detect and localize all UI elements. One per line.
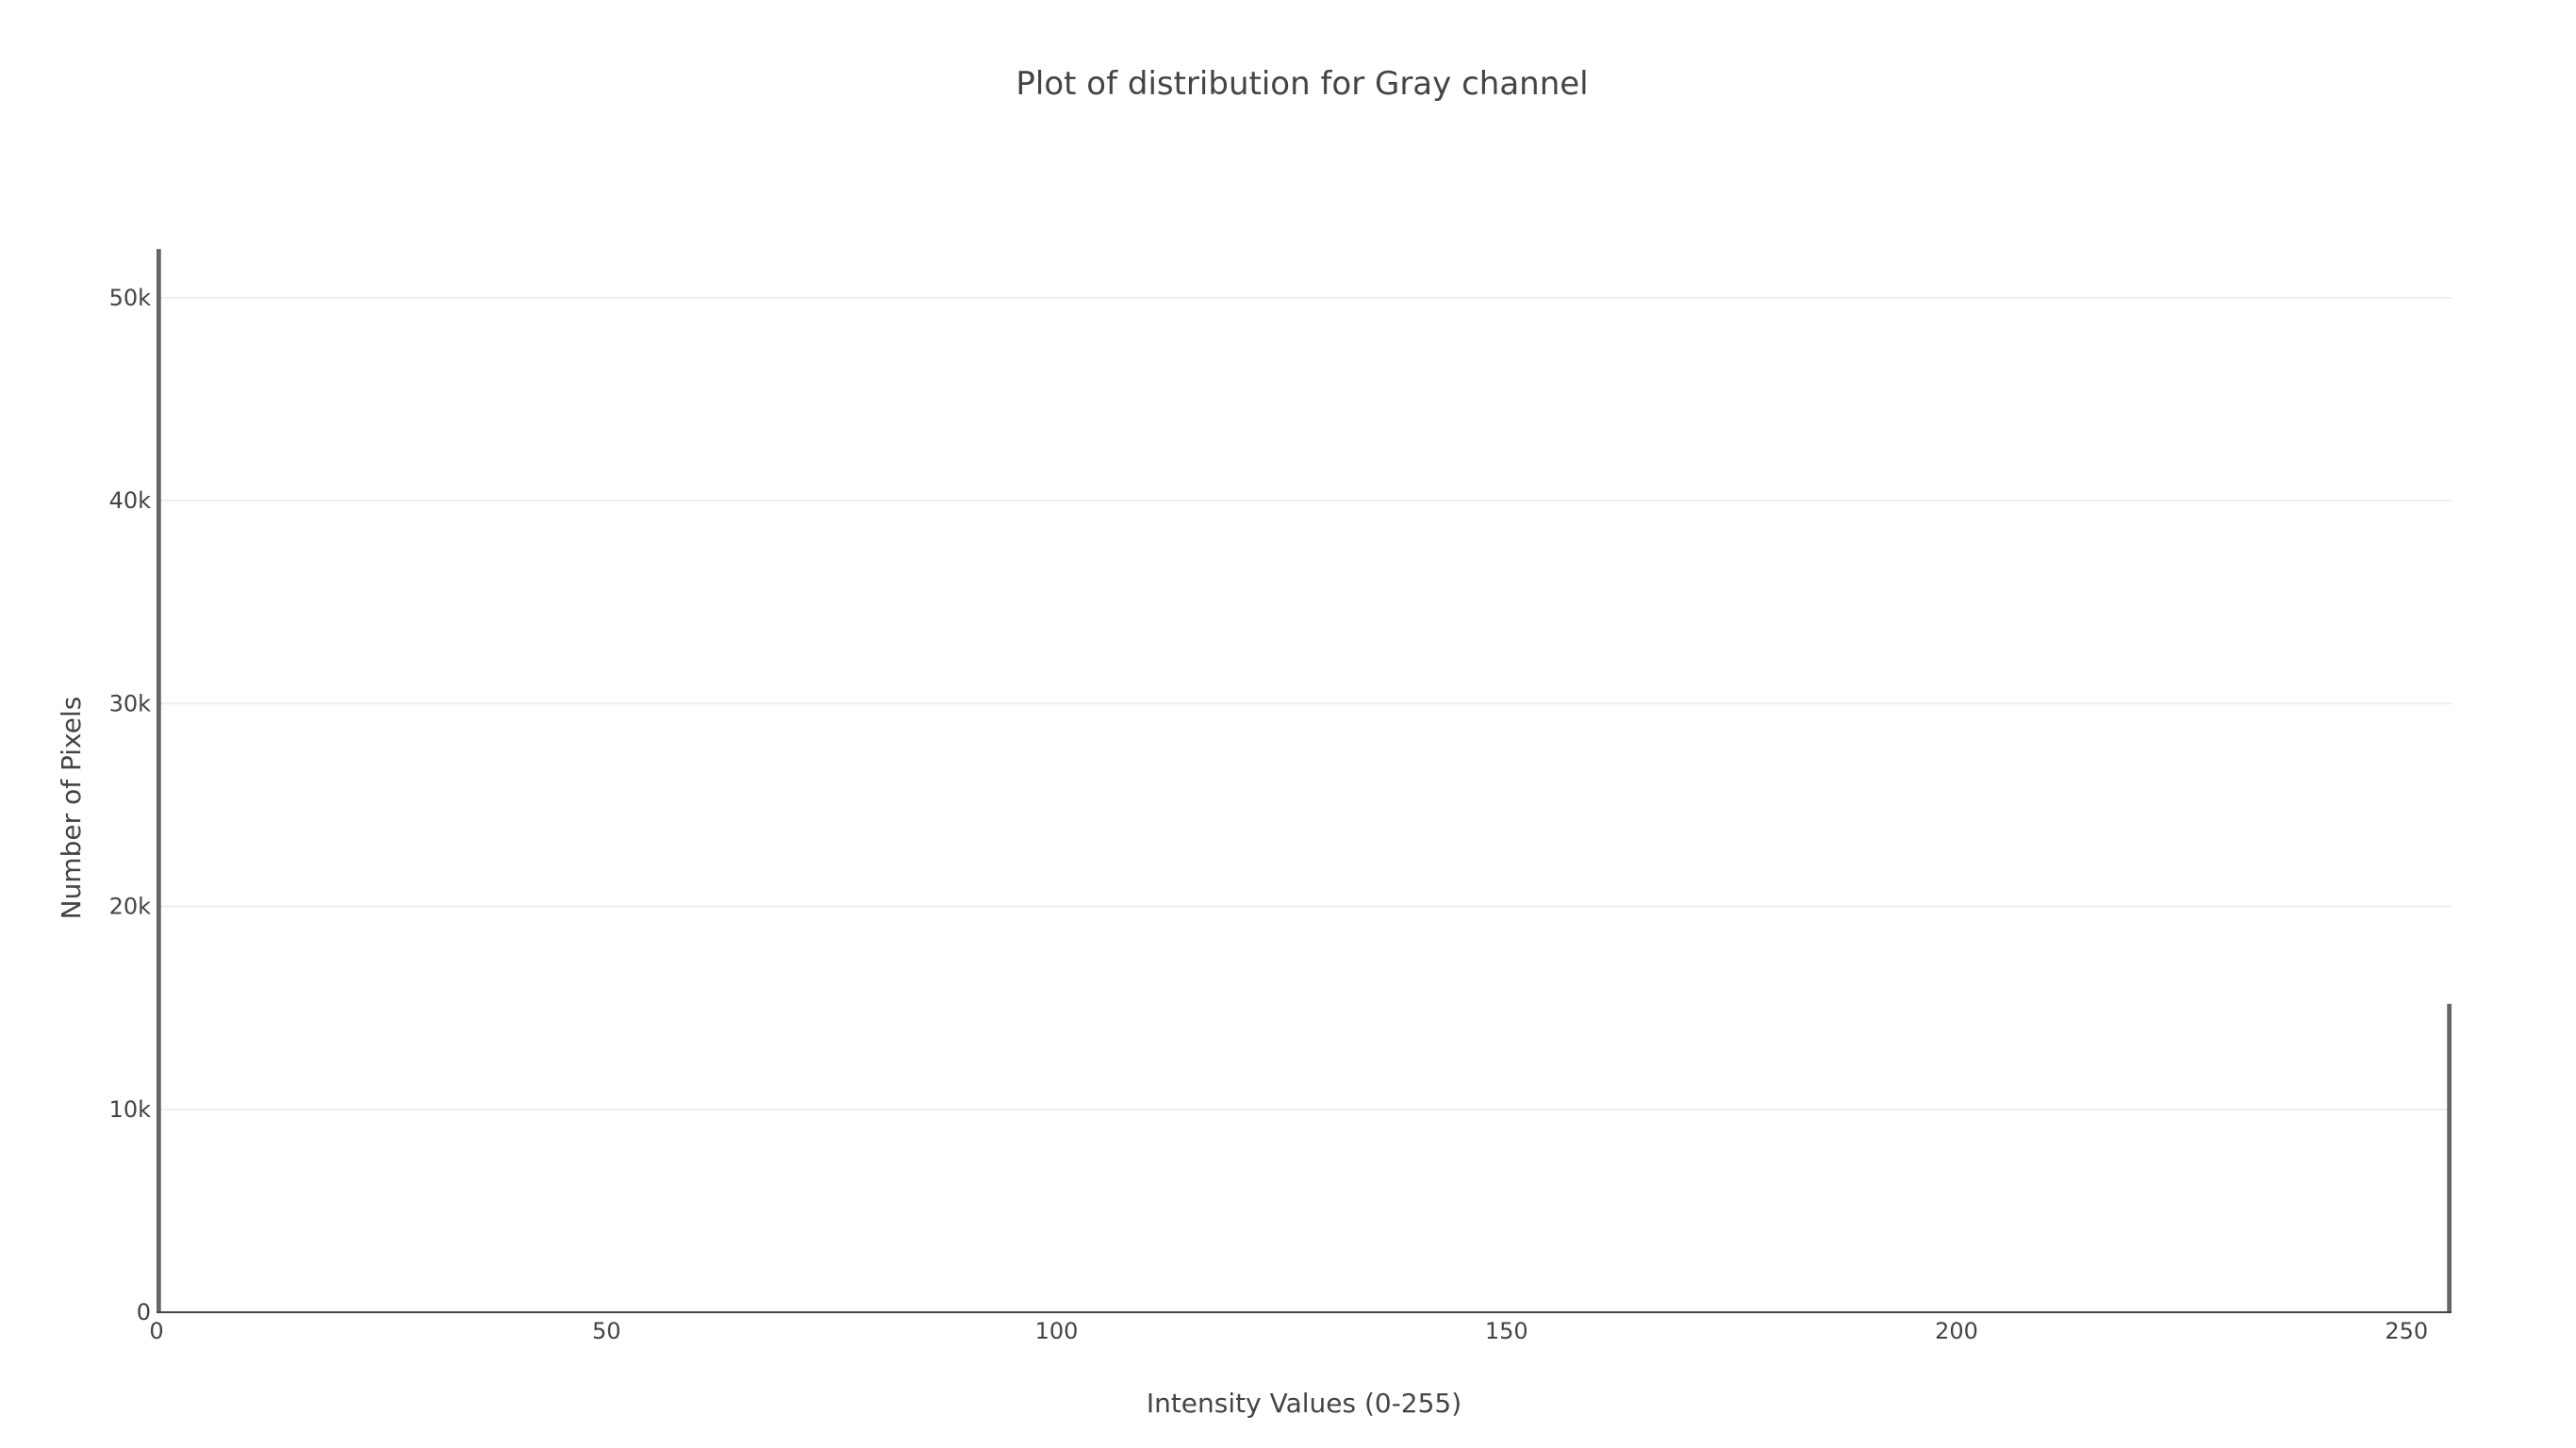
y-tick-label: 40k xyxy=(109,487,152,514)
chart-title: Plot of distribution for Gray channel xyxy=(1016,65,1588,103)
y-axis-title: Number of Pixels xyxy=(56,697,87,920)
x-tick-label: 0 xyxy=(149,1318,163,1344)
bars xyxy=(157,249,2452,1313)
y-tick-label: 10k xyxy=(109,1096,152,1123)
y-tick-label: 0 xyxy=(137,1299,151,1325)
y-tick-label: 20k xyxy=(109,894,152,920)
x-tick-label: 200 xyxy=(1935,1318,1978,1344)
histogram-bar xyxy=(2447,1003,2452,1312)
grid-lines xyxy=(157,296,2452,1111)
x-axis-title: Intensity Values (0-255) xyxy=(1147,1388,1461,1419)
y-tick-label: 50k xyxy=(109,285,152,311)
x-tick-label: 100 xyxy=(1035,1318,1079,1344)
x-axis-ticks: 0 50 100 150 200 250 xyxy=(149,1318,2428,1344)
x-tick-label: 250 xyxy=(2385,1318,2428,1344)
x-tick-label: 50 xyxy=(592,1318,621,1344)
histogram-bar xyxy=(157,249,161,1313)
y-axis-ticks: 0 10k 20k 30k 40k 50k xyxy=(109,285,152,1325)
y-tick-label: 30k xyxy=(109,690,152,716)
x-tick-label: 150 xyxy=(1485,1318,1528,1344)
